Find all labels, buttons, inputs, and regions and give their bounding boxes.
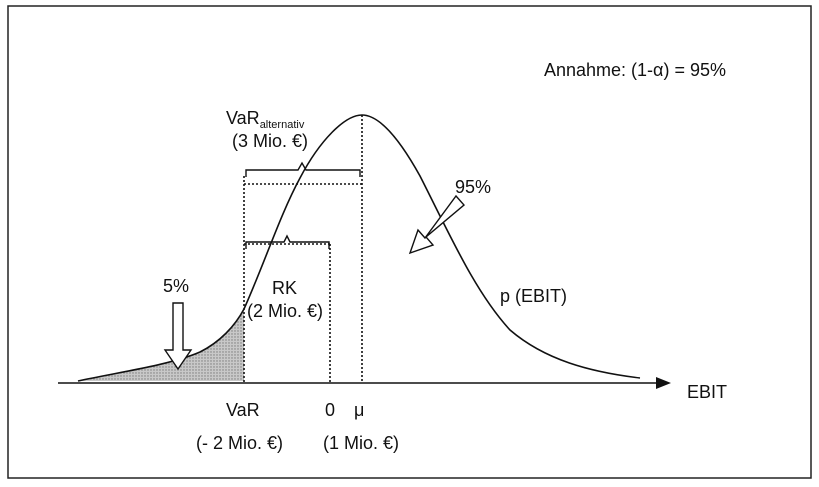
rk-label: RK — [272, 278, 298, 298]
rk-amount: (2 Mio. €) — [247, 301, 324, 321]
density-curve — [77, 114, 641, 382]
assumption-label: Annahme: (1-α) = 95% — [544, 60, 726, 80]
density-label: p (EBIT) — [500, 286, 568, 306]
mu-label: μ — [354, 400, 365, 420]
ninety-five-percent-label: 95% — [455, 177, 492, 197]
var-label: VaR — [226, 400, 260, 420]
var-alternativ-amount: (3 Mio. €) — [232, 131, 309, 151]
five-percent-arrow — [163, 302, 193, 371]
var-amount: (- 2 Mio. €) — [196, 433, 284, 453]
var-alternativ-main: VaR — [226, 108, 260, 128]
frame-border — [7, 5, 812, 479]
tail-area — [78, 309, 244, 381]
x-axis-arrowhead — [656, 377, 671, 389]
var-alt-brace — [245, 161, 361, 177]
mu-amount: (1 Mio. €) — [323, 433, 400, 453]
five-percent-label: 5% — [163, 276, 190, 296]
var-alternativ-sub: alternativ — [259, 119, 305, 131]
x-axis-label: EBIT — [687, 382, 728, 402]
zero-label: 0 — [325, 400, 336, 420]
var-alternativ-label: VaRalternativ — [226, 108, 304, 131]
ninety-five-percent-arrow — [408, 194, 466, 255]
rk-brace — [245, 234, 330, 249]
